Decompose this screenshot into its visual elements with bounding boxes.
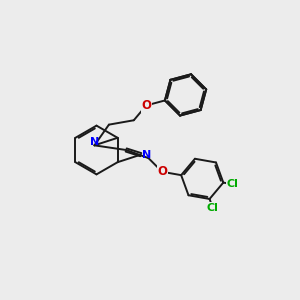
Text: O: O <box>157 165 167 178</box>
Text: N: N <box>90 137 99 147</box>
Text: N: N <box>142 150 151 160</box>
Text: Cl: Cl <box>227 179 239 189</box>
Text: O: O <box>141 99 151 112</box>
Text: Cl: Cl <box>207 203 219 213</box>
